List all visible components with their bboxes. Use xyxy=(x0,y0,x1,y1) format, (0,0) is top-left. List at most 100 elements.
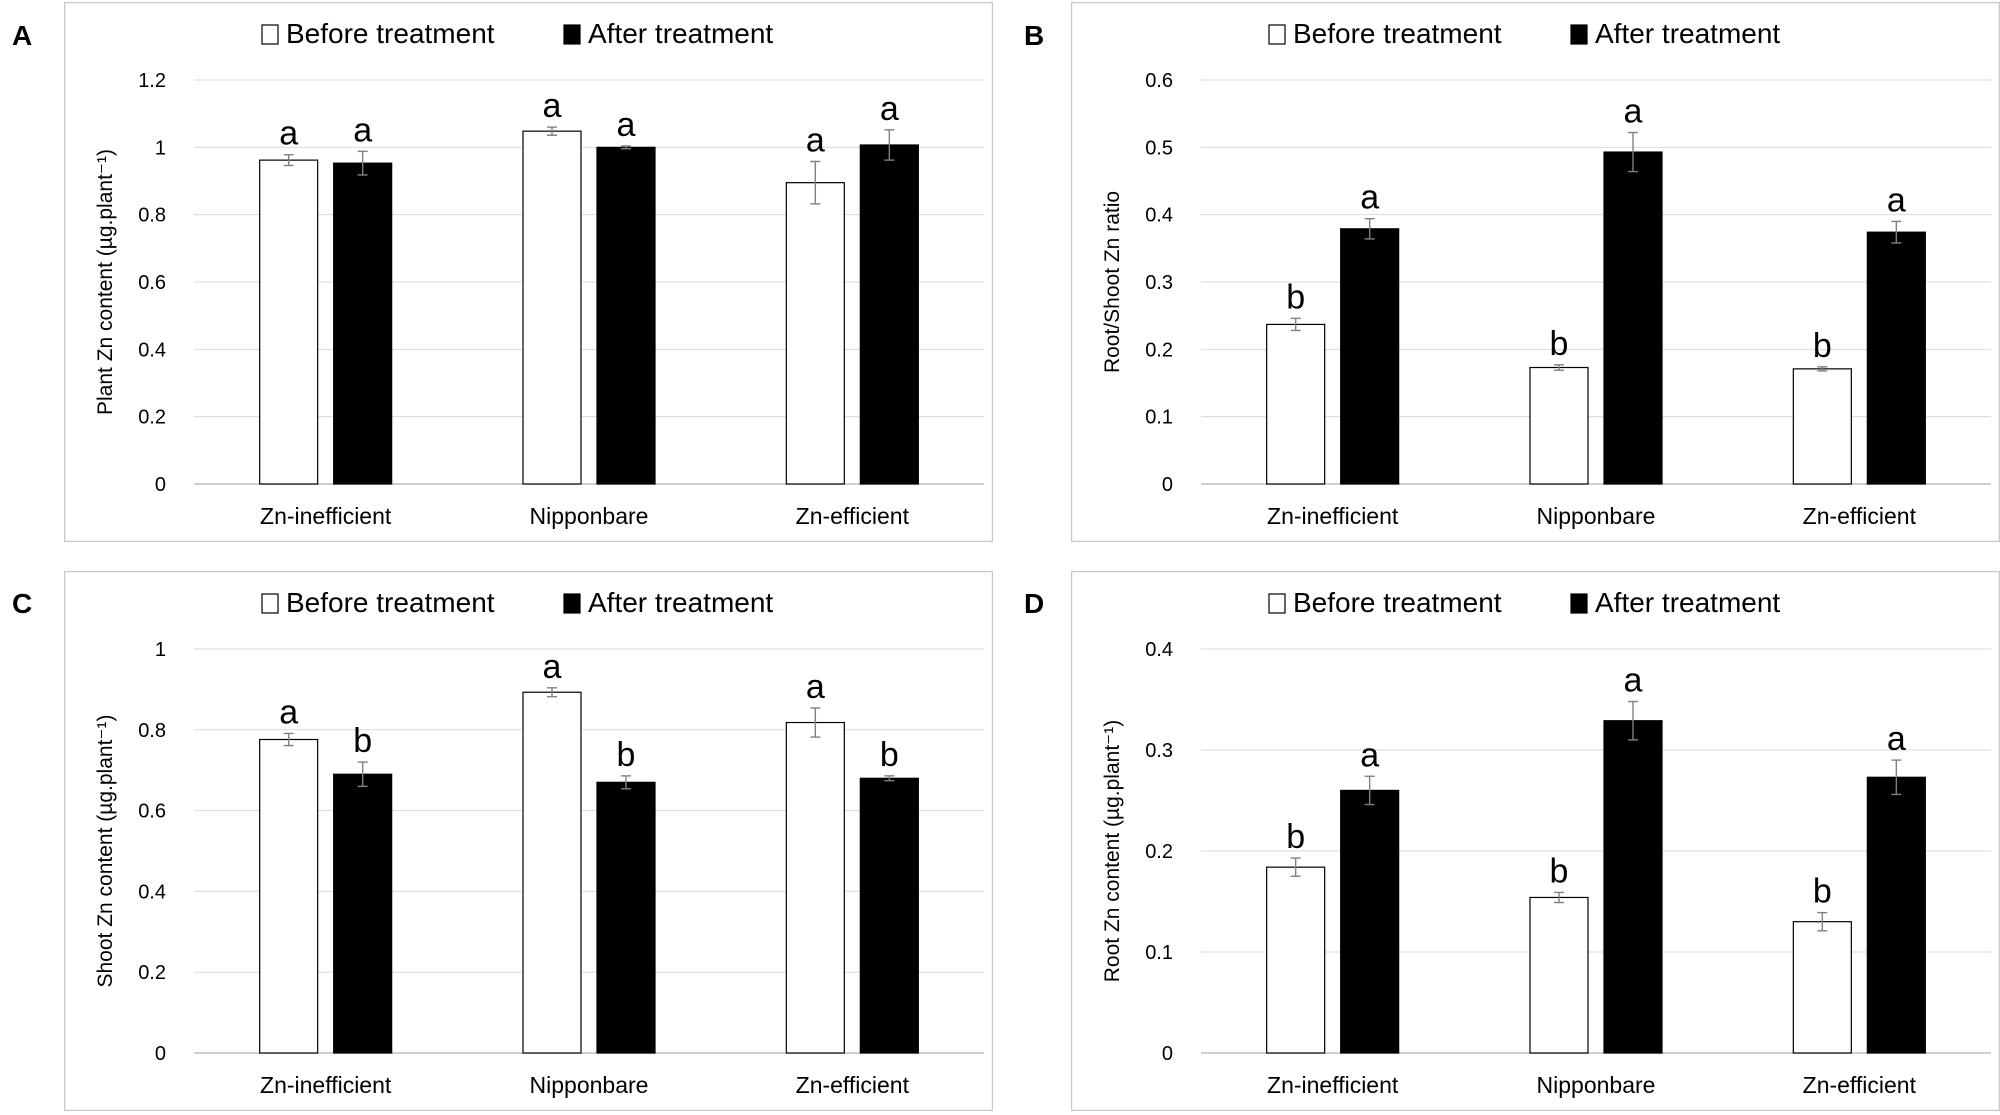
error-bar xyxy=(1817,366,1828,372)
error-bar xyxy=(1628,700,1638,741)
y-tick-label: 0.2 xyxy=(138,962,166,984)
y-tick-label: 0.2 xyxy=(1145,841,1173,863)
y-tick-label: 0.6 xyxy=(138,272,166,294)
significance-letter: b xyxy=(1550,325,1569,363)
y-tick-label: 1 xyxy=(155,137,166,159)
x-tick-label: Zn-inefficient xyxy=(1267,1072,1399,1098)
bar-before-treatment xyxy=(1792,368,1852,485)
chart-panel-c: Before treatment After treatment 0 0.2 0.4 0.… xyxy=(64,571,993,1111)
error-bar xyxy=(1364,775,1375,806)
legend: Before treatment After treatment xyxy=(1268,18,1780,49)
y-axis-label: Shoot Zn content (µg.plant⁻¹) xyxy=(94,715,117,988)
error-bar xyxy=(547,687,557,698)
error-bar xyxy=(810,160,821,205)
legend: Before treatment After treatment xyxy=(261,18,773,49)
y-tick-label: 0.6 xyxy=(138,801,166,823)
legend-swatch-after xyxy=(563,593,581,614)
x-tick-label: Zn-inefficient xyxy=(260,503,392,529)
legend-label-after: After treatment xyxy=(1595,18,1780,49)
error-bar xyxy=(283,732,294,747)
significance-letter: a xyxy=(1624,662,1643,700)
error-bar xyxy=(1817,911,1828,932)
bar-before-treatment xyxy=(785,721,845,1054)
legend-label-after: After treatment xyxy=(1595,587,1780,618)
bar-before-treatment xyxy=(1529,896,1589,1054)
bar-after-treatment xyxy=(1603,720,1663,1054)
y-tick-label: 1 xyxy=(155,639,166,661)
significance-letter: a xyxy=(279,693,298,731)
x-tick-label: Zn-efficient xyxy=(796,503,910,529)
significance-letter: a xyxy=(1887,181,1906,219)
x-tick-label: Nipponbare xyxy=(530,1072,649,1098)
significance-letter: a xyxy=(1360,736,1379,774)
error-bar xyxy=(621,145,631,150)
significance-letter: b xyxy=(1286,278,1305,316)
y-tick-label: 0 xyxy=(1162,1043,1173,1065)
y-tick-label: 0 xyxy=(1162,474,1173,496)
significance-letter: a xyxy=(1624,93,1643,131)
error-bar xyxy=(357,761,368,788)
panel-letter-b: B xyxy=(1024,20,1045,51)
y-tick-label: 0.1 xyxy=(1145,407,1173,429)
error-bar xyxy=(1891,220,1902,244)
error-bar xyxy=(884,129,895,161)
bar-before-treatment xyxy=(1266,866,1326,1054)
error-bar xyxy=(810,707,821,738)
error-bar xyxy=(1891,759,1902,796)
significance-letter: a xyxy=(1360,179,1379,217)
legend-label-before: Before treatment xyxy=(1293,587,1502,618)
legend-label-after: After treatment xyxy=(588,587,773,618)
legend-swatch-before xyxy=(1268,24,1286,45)
y-tick-label: 0.2 xyxy=(138,407,166,429)
y-tick-label: 0.4 xyxy=(138,881,166,903)
y-tick-label: 0.5 xyxy=(1145,137,1173,159)
chart-panel-a: Before treatment After treatment 0 0.2 0.4 0.… xyxy=(64,2,993,542)
bar-after-treatment xyxy=(1340,228,1400,485)
y-tick-label: 0.6 xyxy=(1145,70,1173,92)
significance-letter: a xyxy=(880,90,899,128)
panel-letter-d: D xyxy=(1024,588,1045,619)
error-bar xyxy=(884,775,895,782)
error-bar xyxy=(357,150,368,176)
legend-swatch-after xyxy=(1570,24,1588,45)
significance-letter: b xyxy=(353,722,372,760)
y-tick-label: 0.8 xyxy=(138,720,166,742)
significance-letter: a xyxy=(617,106,636,144)
y-tick-label: 0.4 xyxy=(138,339,166,361)
significance-letter: b xyxy=(880,736,899,774)
y-axis-label: Plant Zn content (µg.plant⁻¹) xyxy=(94,149,117,415)
bar-before-treatment xyxy=(259,159,319,485)
bar-after-treatment xyxy=(1603,151,1663,485)
error-bar xyxy=(547,126,557,136)
bar-after-treatment xyxy=(596,781,656,1054)
legend: Before treatment After treatment xyxy=(1268,587,1780,618)
x-tick-label: Zn-efficient xyxy=(1803,1072,1917,1098)
bar-after-treatment xyxy=(859,144,919,485)
panel-letter-a: A xyxy=(12,20,33,51)
y-axis-label: Root Zn content (µg.plant⁻¹) xyxy=(1101,720,1124,982)
error-bar xyxy=(1628,131,1638,173)
legend-label-before: Before treatment xyxy=(1293,18,1502,49)
error-bar xyxy=(1290,857,1301,877)
significance-letter: b xyxy=(1550,852,1569,890)
legend-swatch-before xyxy=(261,593,279,614)
significance-letter: b xyxy=(1286,818,1305,856)
significance-letter: b xyxy=(1813,873,1832,911)
significance-letter: b xyxy=(1813,327,1832,365)
significance-letter: b xyxy=(617,736,636,774)
y-tick-label: 0.4 xyxy=(1145,205,1173,227)
bar-before-treatment xyxy=(259,738,319,1054)
significance-letter: a xyxy=(353,111,372,149)
y-axis-label: Root/Shoot Zn ratio xyxy=(1101,191,1124,373)
bar-after-treatment xyxy=(596,146,656,485)
y-tick-label: 0.4 xyxy=(1145,639,1173,661)
x-tick-label: Nipponbare xyxy=(1537,1072,1656,1098)
y-tick-label: 0.3 xyxy=(1145,740,1173,762)
bar-after-treatment xyxy=(1866,776,1926,1054)
error-bar xyxy=(1554,891,1564,904)
chart-panel-d: Before treatment After treatment 0 0.1 0.2 0.… xyxy=(1071,571,2000,1111)
significance-letter: a xyxy=(806,668,825,706)
y-tick-label: 1.2 xyxy=(138,70,166,92)
error-bar xyxy=(1290,317,1301,332)
significance-letter: a xyxy=(543,87,562,125)
